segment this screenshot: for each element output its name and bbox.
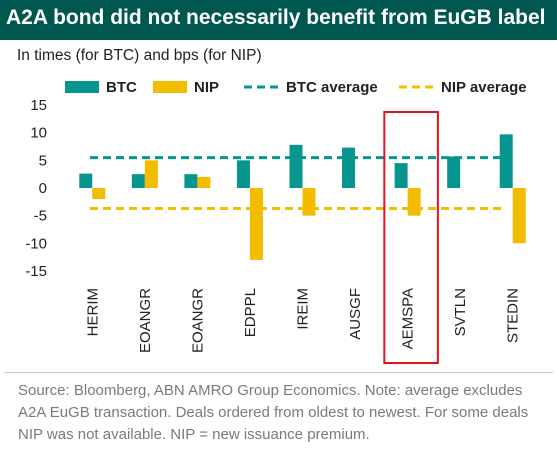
legend-btc-average-label: BTC average xyxy=(286,79,378,96)
bar-btc xyxy=(447,156,461,188)
bar-btc xyxy=(79,173,93,188)
chart-title: A2A bond did not necessarily benefit fro… xyxy=(6,6,546,29)
bar-btc xyxy=(342,147,356,188)
bar-nip xyxy=(144,160,158,188)
chart-subtitle: In times (for BTC) and bps (for NIP) xyxy=(17,47,262,64)
x-category-label: IREIM xyxy=(295,288,312,330)
legend-btc-swatch xyxy=(65,81,99,93)
x-category-label: AEMSPA xyxy=(400,288,417,349)
title-banner: A2A bond did not necessarily benefit fro… xyxy=(0,0,557,40)
y-tick-label: 10 xyxy=(30,125,47,142)
bar-btc xyxy=(184,174,198,188)
bar-nip xyxy=(302,188,316,216)
legend-nip-label: NIP xyxy=(194,79,219,96)
bar-nip xyxy=(249,188,263,260)
bond-chart: 15 10 5 0 -5 -10 -15 HERIM EOANGR EOANGR EDPPL IREI… xyxy=(25,79,527,364)
legend-btc-label: BTC xyxy=(106,79,137,96)
y-tick-label: -10 xyxy=(25,235,47,252)
x-category-label: STEDIN xyxy=(505,288,522,343)
bar-btc xyxy=(499,134,513,188)
bar-nip xyxy=(512,188,526,244)
x-category-label: HERIM xyxy=(84,288,101,336)
bar-btc xyxy=(131,174,145,188)
source-note: Source: Bloomberg, ABN AMRO Group Econom… xyxy=(18,382,529,443)
y-tick-label: 0 xyxy=(39,180,47,197)
legend-nip-swatch xyxy=(153,81,187,93)
y-tick-label: 15 xyxy=(30,97,47,114)
bar-btc xyxy=(236,160,250,188)
x-category-label: EOANGR xyxy=(189,288,206,353)
highlight-box xyxy=(383,111,439,364)
y-tick-label: -15 xyxy=(25,263,47,280)
y-tick-label: 5 xyxy=(39,152,47,169)
source-divider xyxy=(4,372,553,373)
y-tick-label: -5 xyxy=(34,208,47,225)
x-category-label: AUSGF xyxy=(347,288,364,340)
bar-btc xyxy=(289,144,303,188)
legend-nip-average-label: NIP average xyxy=(441,79,527,96)
bar-nip xyxy=(197,176,211,188)
bar-btc xyxy=(394,163,408,188)
x-category-label: EOANGR xyxy=(137,288,154,353)
x-category-label: EDPPL xyxy=(242,288,259,337)
bar-nip xyxy=(407,188,421,216)
bar-nip xyxy=(92,188,106,200)
x-category-label: SVTLN xyxy=(452,288,469,336)
